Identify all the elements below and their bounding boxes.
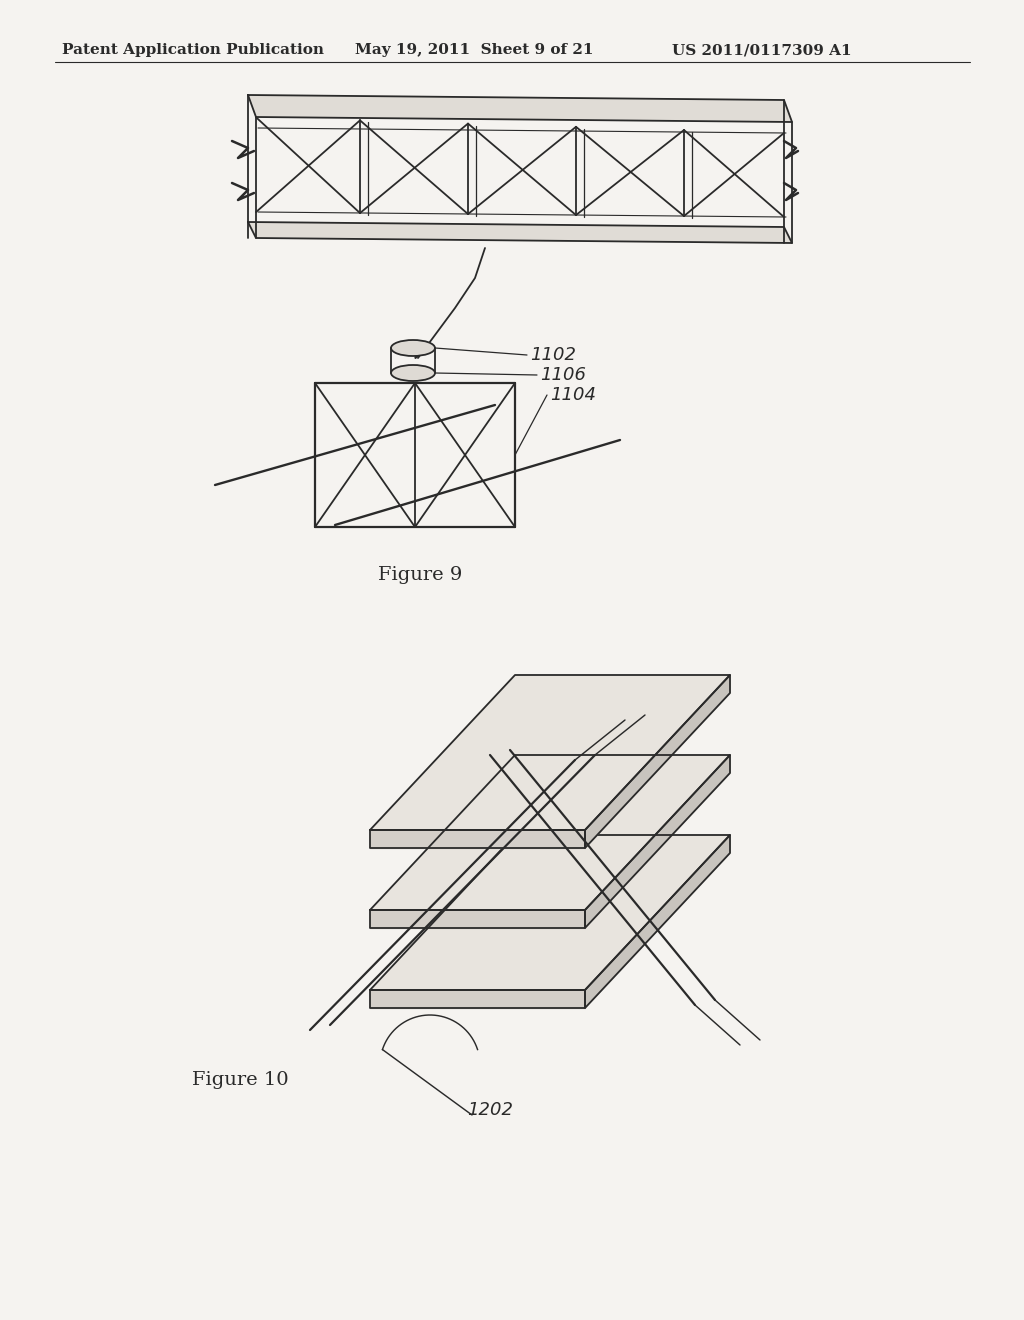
Polygon shape (370, 755, 730, 909)
Text: 1202: 1202 (467, 1101, 513, 1119)
Text: Patent Application Publication: Patent Application Publication (62, 44, 324, 57)
Polygon shape (248, 95, 792, 121)
Text: US 2011/0117309 A1: US 2011/0117309 A1 (672, 44, 852, 57)
Polygon shape (585, 675, 730, 847)
Polygon shape (370, 836, 730, 990)
Ellipse shape (391, 341, 435, 356)
Ellipse shape (391, 366, 435, 381)
Polygon shape (370, 830, 585, 847)
Text: 1106: 1106 (540, 366, 586, 384)
Text: Figure 10: Figure 10 (193, 1071, 289, 1089)
Polygon shape (370, 909, 585, 928)
Text: 1104: 1104 (550, 385, 596, 404)
Text: Figure 9: Figure 9 (378, 566, 462, 583)
Polygon shape (585, 755, 730, 928)
Polygon shape (248, 222, 792, 243)
Text: 1102: 1102 (530, 346, 575, 364)
Text: May 19, 2011  Sheet 9 of 21: May 19, 2011 Sheet 9 of 21 (355, 44, 594, 57)
Polygon shape (585, 836, 730, 1008)
Polygon shape (370, 990, 585, 1008)
Polygon shape (370, 675, 730, 830)
